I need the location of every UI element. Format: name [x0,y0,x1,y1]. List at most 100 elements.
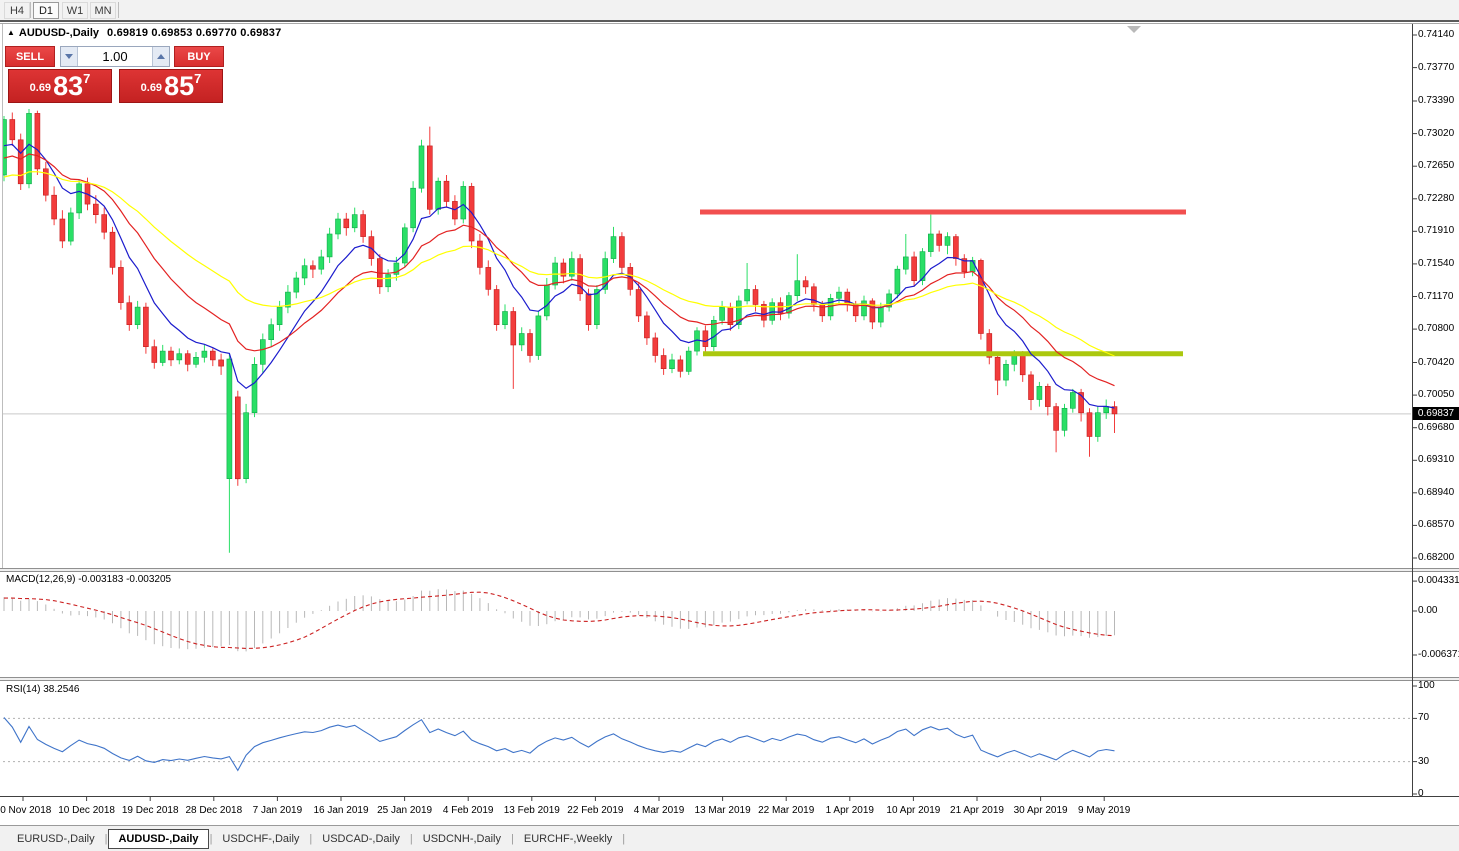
candle-body [1061,407,1068,431]
candle-body [610,236,617,259]
candle-body [1053,406,1059,431]
candle-body [259,339,266,365]
chart-tab-eurchf[interactable]: EURCHF-,Weekly [523,832,613,845]
candle-body [502,311,508,325]
candle-body [560,262,567,277]
chart-tab-audusd[interactable]: AUDUSD-,Daily [108,828,209,849]
volume-decrease-button[interactable] [61,47,78,66]
sell-price-button[interactable]: 0.69837 [8,69,112,103]
candle-body [168,350,174,361]
candle-body [794,280,801,297]
candle-body [59,218,66,242]
rsi-value: 38.2546 [43,684,80,695]
candle-body [493,289,500,326]
rsi-name: RSI(14) [6,684,41,695]
rsi-axis-label: 0 [1418,788,1424,799]
candle-body [176,353,183,361]
candle-body [510,311,517,346]
buy-price-main: 85 [164,71,195,101]
candle-body [468,186,475,242]
current-price-badge: 0.69837 [1413,406,1459,420]
rsi-axis-label: 70 [1418,712,1430,724]
chart-tab-usdcnh[interactable]: USDCNH-,Daily [422,832,501,845]
candle-body [385,274,391,288]
candle-body [285,291,291,308]
candle-body [3,119,7,176]
symbol-tabbar: EURUSD-,Daily | AUDUSD-,Daily | USDCHF-,Dail… [0,825,1459,851]
candle-body [426,145,433,210]
candle-body [936,233,943,246]
candle-body [761,304,767,321]
candle-body [994,356,1001,381]
date-axis-label: 10 Apr 2019 [886,805,941,816]
candle-body [143,306,149,348]
timeframe-button-mn[interactable]: MN [90,2,116,19]
chart-tab-eurusd[interactable]: EURUSD-,Daily [17,832,95,845]
price-axis-label: 0.71540 [1418,257,1455,269]
price-panel [3,109,1411,553]
candle-body [811,286,817,305]
price-axis-label: 0.72280 [1418,192,1455,204]
candle-body [276,306,283,326]
rsi-axis-label: 30 [1418,755,1430,767]
tab-separator: | [309,832,313,845]
price-axis-label: 0.73020 [1418,127,1455,139]
candle-body [268,324,275,341]
candle-body [744,289,750,302]
candle-body [351,214,358,229]
candle-body [134,306,141,326]
candle-body [360,214,366,237]
candle-body [1045,385,1051,407]
panel-splitter[interactable] [0,568,1459,572]
candle-body [719,306,725,321]
timeframe-toolbar: H4 D1 W1 MN [0,0,1459,22]
date-axis-label: 16 Jan 2019 [313,805,369,816]
candle-body [401,227,408,264]
candle-body [836,291,842,299]
price-axis-label: 0.68200 [1418,552,1455,563]
date-axis-label: 13 Mar 2019 [694,805,751,816]
panel-splitter[interactable] [0,677,1459,681]
candle-body [644,315,650,339]
candle-body [443,180,450,202]
candle-body [886,293,892,308]
candle-body [109,231,116,268]
chart-tab-usdcad[interactable]: USDCAD-,Daily [322,832,400,845]
volume-increase-button[interactable] [152,47,169,66]
candle-body [594,289,600,326]
candle-body [543,284,550,317]
chart-shift-marker-icon[interactable] [1127,26,1141,33]
candle-body [861,300,867,317]
candle-body [927,233,934,252]
volume-input[interactable]: 1.00 [79,47,151,66]
candle-body [17,139,24,185]
price-axis-label: 0.71170 [1418,290,1454,302]
timeframe-button-w1[interactable]: W1 [62,2,88,19]
candle-body [201,350,208,358]
candle-body [911,256,917,281]
candle-body [34,113,41,170]
macd-axis-label: -0.006371 [1418,649,1459,660]
candle-body [978,260,984,334]
ma-mid-line [3,153,1115,387]
timeframe-button-d1[interactable]: D1 [33,2,59,19]
candles-layer [3,109,1118,553]
buy-button[interactable]: BUY [174,46,224,67]
macd-axis-label: 0.00 [1418,605,1438,616]
rsi-axis-label: 100 [1418,680,1435,691]
rsi-label: RSI(14) 38.2546 [6,684,79,695]
candle-body [1028,374,1034,400]
chevron-up-icon [157,54,165,59]
chart-tab-usdchf[interactable]: USDCHF-,Daily [222,832,300,845]
date-axis-label: 7 Jan 2019 [252,805,303,816]
timeframe-button-h4[interactable]: H4 [4,2,30,19]
sell-button[interactable]: SELL [5,46,55,67]
buy-price-pip: 7 [194,71,202,86]
price-axis-label: 0.73770 [1418,61,1455,73]
candle-body [786,295,792,314]
collapse-icon[interactable]: ▲ [7,28,15,37]
candle-body [619,236,625,268]
candle-body [1086,412,1093,437]
buy-price-button[interactable]: 0.69857 [119,69,223,103]
